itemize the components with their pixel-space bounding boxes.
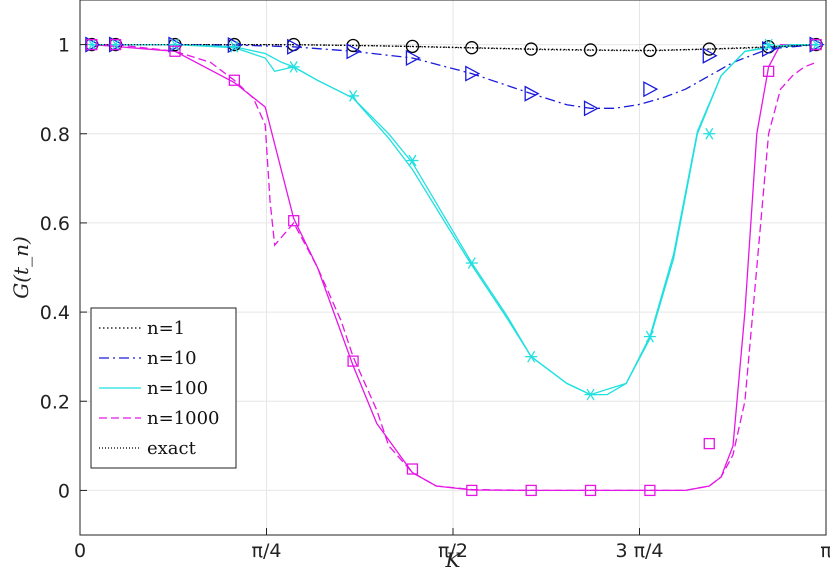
point-n-10-10 — [643, 81, 659, 98]
point-n-100-9 — [584, 388, 597, 401]
point-n-1000-11 — [703, 437, 715, 450]
point-n-1-10 — [643, 43, 657, 58]
point-n-1000-7 — [466, 484, 478, 497]
y-tick-label-5: 1 — [58, 35, 70, 57]
point-n-100-1 — [109, 38, 122, 51]
point-n-1-8 — [524, 42, 538, 56]
x-tick-label-3: 3 π/4 — [615, 540, 663, 562]
point-n-1000-10 — [644, 484, 656, 497]
point-n-10-9 — [583, 100, 599, 117]
point-n-100-4 — [287, 61, 300, 73]
x-tick-label-1: π/4 — [252, 540, 282, 562]
point-n-100-11 — [703, 127, 716, 140]
point-n-1000-12 — [762, 65, 775, 77]
y-tick-label-2: 0.4 — [40, 302, 70, 324]
y-axis-label: G(t_n) — [9, 236, 33, 299]
point-n-100-2 — [168, 38, 181, 51]
point-n-100-5 — [347, 90, 360, 102]
legend-label-n-10: n=10 — [147, 348, 197, 369]
point-n-1000-3 — [228, 74, 240, 86]
legend: n=1 n=10 n=100 n=1000 exact — [90, 307, 237, 469]
point-n-100-13 — [810, 38, 823, 51]
point-n-1000-6 — [406, 463, 419, 475]
point-n-100-8 — [525, 350, 538, 363]
x-tick-label-0: 0 — [74, 540, 86, 562]
curves — [91, 43, 817, 492]
point-n-1000-2 — [169, 45, 181, 57]
point-n-10-6 — [405, 49, 421, 67]
legend-entry-n-10: n=10 — [99, 348, 197, 369]
point-n-10-11 — [702, 47, 718, 64]
y-tick-label-3: 0.6 — [40, 213, 70, 235]
point-n-1-6 — [405, 39, 420, 54]
point-n-100-3 — [228, 40, 241, 53]
legend-entry-n-100: n=100 — [99, 378, 208, 399]
series-line-n-100 — [91, 43, 817, 396]
x-axis-label: K — [445, 548, 462, 572]
point-n-100-7 — [465, 257, 478, 269]
legend-entry-n-1: n=1 — [99, 318, 185, 339]
markers — [85, 36, 825, 497]
x-tick-label-2: π/2 — [438, 540, 468, 562]
point-n-1-9 — [583, 43, 598, 57]
legend-entry-n-1000: n=1000 — [99, 408, 219, 429]
point-n-100-12 — [762, 38, 775, 51]
point-n-1000-8 — [525, 484, 537, 497]
point-n-10-7 — [465, 65, 481, 82]
point-n-1000-13 — [810, 38, 822, 51]
y-tick-label-0: 0 — [58, 480, 70, 502]
legend-label-n-100: n=100 — [147, 378, 208, 399]
point-n-10-8 — [524, 85, 540, 102]
y-tick-label-4: 0.8 — [40, 124, 70, 146]
ticks: 0 π/4 π/2 3 π/4 π 0 0.2 0.4 0.6 0.8 1 — [40, 35, 830, 562]
series-line-n-10 — [91, 43, 817, 109]
y-tick-label-1: 0.2 — [40, 391, 70, 413]
legend-entry-exact: exact — [99, 438, 197, 459]
legend-label-exact: exact — [147, 438, 197, 459]
point-n-1-7 — [465, 41, 479, 55]
series-line-n-1000 — [91, 43, 817, 492]
curve-n-100-variant-0 — [91, 43, 817, 396]
point-n-1000-1 — [109, 38, 122, 51]
legend-label-n-1: n=1 — [147, 318, 185, 339]
x-tick-label-4: π — [820, 540, 830, 562]
point-n-1000-4 — [288, 215, 300, 227]
point-n-100-6 — [406, 154, 419, 167]
point-n-100-0 — [85, 38, 98, 51]
point-n-10-5 — [346, 43, 362, 60]
point-n-100-10 — [643, 330, 656, 343]
series-line-exact — [91, 43, 817, 52]
point-n-1000-5 — [347, 355, 359, 367]
point-n-10-4 — [287, 38, 303, 55]
legend-label-n-1000: n=1000 — [147, 408, 219, 429]
point-n-1000-9 — [584, 484, 597, 497]
